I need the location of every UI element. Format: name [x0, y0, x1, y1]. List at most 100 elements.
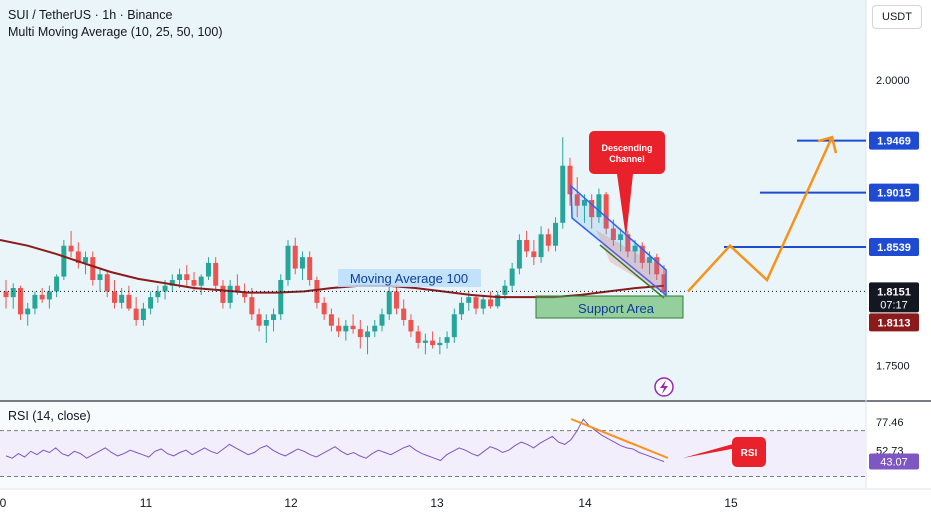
- last-price-label: 1.8151: [877, 286, 911, 298]
- descending-channel-upper: [570, 184, 667, 297]
- candle-body: [610, 228, 616, 240]
- candle-body: [205, 262, 211, 277]
- moving-average-label: Moving Average 100: [350, 271, 468, 286]
- candle-body: [220, 285, 226, 303]
- ma-value-label: 1.8113: [877, 317, 910, 329]
- time-axis-label: 11: [140, 496, 153, 510]
- candle-body: [538, 234, 544, 258]
- candle-body: [263, 320, 269, 326]
- candle-body: [647, 257, 653, 263]
- candle-body: [531, 251, 537, 258]
- time-axis-label: 0: [0, 496, 7, 510]
- candle-body: [299, 257, 305, 269]
- candle-body: [184, 274, 190, 280]
- rsi-line: [5, 418, 665, 463]
- candle-body: [357, 329, 363, 338]
- candle-body: [242, 291, 248, 298]
- rsi-title[interactable]: RSI (14, close): [8, 409, 91, 423]
- candle-body: [444, 337, 450, 343]
- candle-body: [17, 288, 23, 315]
- candle-body: [307, 257, 313, 280]
- candle-body: [473, 297, 479, 309]
- candle-body: [574, 194, 580, 206]
- candle-body: [256, 314, 262, 326]
- channel-callout-pointer: [617, 174, 633, 238]
- candle-body: [343, 325, 349, 332]
- candle-body: [408, 320, 414, 332]
- candle-body: [32, 294, 38, 309]
- candle-body: [133, 308, 139, 320]
- rsi-divergence-line: [570, 418, 669, 459]
- candle-body: [292, 245, 298, 269]
- candle-body: [589, 200, 595, 218]
- price-tick-label: 2.0000: [876, 75, 910, 87]
- time-axis-label: 15: [724, 496, 738, 510]
- candle-body: [10, 288, 16, 298]
- candle-body: [169, 280, 175, 286]
- candle-body: [603, 194, 609, 229]
- rsi-axis-label: 77.46: [876, 417, 904, 429]
- lightning-icon: [660, 380, 668, 394]
- candle-body: [524, 240, 530, 252]
- indicator-title[interactable]: Multi Moving Average (10, 25, 50, 100): [8, 25, 223, 39]
- time-axis-label: 14: [578, 496, 592, 510]
- candle-body: [191, 280, 197, 286]
- bar-countdown-label: 07:17: [880, 299, 908, 311]
- rsi-value-badge: [869, 453, 919, 470]
- rsi-callout-label: RSI: [741, 448, 758, 459]
- candle-body: [393, 291, 399, 309]
- candle-body: [509, 268, 515, 286]
- candle-body: [126, 294, 132, 309]
- candle-body: [632, 245, 638, 252]
- candles-group: [3, 137, 667, 355]
- time-axis-label: 13: [430, 496, 444, 510]
- candle-body: [422, 340, 428, 343]
- projection-path: [687, 136, 834, 293]
- candle-body: [451, 314, 457, 338]
- candle-body: [227, 285, 233, 303]
- target-level-label: 1.9469: [877, 136, 911, 148]
- candle-body: [111, 291, 117, 303]
- candle-body: [437, 342, 443, 346]
- candle-body: [581, 200, 587, 206]
- time-axis-label: 12: [284, 496, 298, 510]
- rsi-band: [0, 430, 866, 477]
- candle-body: [618, 234, 624, 240]
- candle-body: [502, 285, 508, 295]
- candle-body: [25, 308, 31, 315]
- candle-body: [545, 234, 551, 246]
- candle-body: [54, 276, 60, 292]
- support-area-box: [535, 295, 684, 319]
- channel-callout-box: [589, 131, 665, 174]
- candle-body: [567, 165, 573, 195]
- target-level-label: 1.9015: [877, 188, 911, 200]
- candle-body: [560, 165, 566, 223]
- candle-body: [68, 245, 74, 252]
- descending-channel-lower: [596, 230, 666, 295]
- currency-button[interactable]: USDT: [872, 5, 922, 29]
- rsi-callout-box: [732, 437, 766, 467]
- candle-body: [487, 299, 493, 307]
- price-tick-label: 1.7500: [876, 361, 910, 373]
- candle-body: [198, 276, 204, 286]
- candle-body: [155, 291, 161, 298]
- ma-value-badge: [869, 313, 919, 332]
- target-level-badge: [869, 237, 919, 256]
- chart-legend: SUI / TetherUS · 1h · Binance Multi Movi…: [8, 7, 222, 41]
- candle-body: [234, 285, 240, 292]
- candle-body: [596, 194, 602, 218]
- candle-body: [321, 302, 327, 315]
- candle-body: [625, 234, 631, 252]
- candle-body: [119, 294, 125, 303]
- candle-body: [328, 314, 334, 326]
- candle-body: [278, 280, 284, 315]
- candle-body: [39, 294, 45, 300]
- symbol-title[interactable]: SUI / TetherUS · 1h · Binance: [8, 8, 173, 22]
- candle-body: [46, 291, 52, 300]
- candle-body: [3, 291, 9, 298]
- candle-body: [654, 257, 660, 275]
- candle-body: [75, 251, 81, 263]
- candle-body: [83, 257, 89, 263]
- rsi-callout-pointer: [683, 444, 737, 458]
